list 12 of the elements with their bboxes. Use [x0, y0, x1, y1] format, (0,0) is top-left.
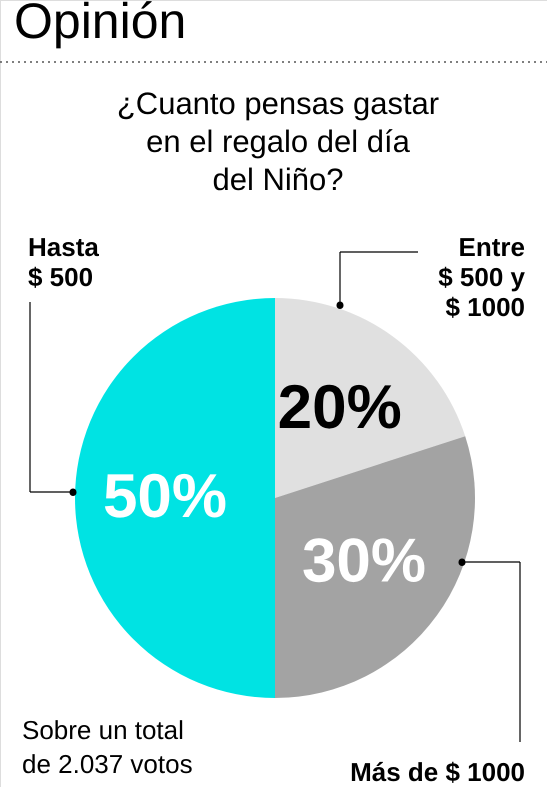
- text: Sobre un total de 2.037 votos: [22, 715, 193, 779]
- data-label: 50%: [102, 462, 228, 531]
- chart-title: Opinión: [14, 0, 186, 49]
- pie-slice: [275, 298, 466, 498]
- pie-slice: [275, 436, 475, 698]
- data-label: 30%: [302, 526, 426, 596]
- slice-label: Hasta $ 500: [28, 232, 100, 292]
- slice-label: Más de $ 1000: [350, 757, 525, 787]
- data-label: 20%: [278, 373, 402, 442]
- chart-subtitle: ¿Cuanto pensas gastar en el regalo del día del Niño?: [116, 86, 440, 197]
- pie-slice: [75, 298, 275, 698]
- slice-label: Entre $ 500 y $ 1000: [438, 232, 526, 322]
